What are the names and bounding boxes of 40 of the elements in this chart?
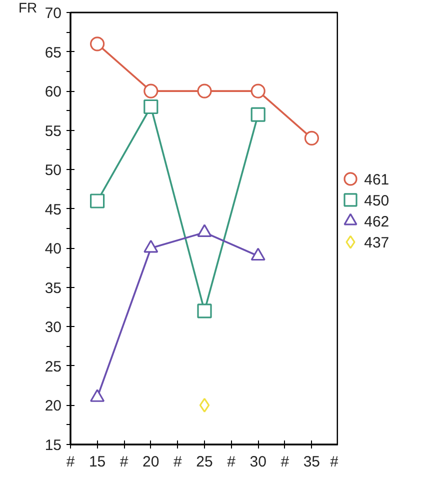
x-tick-label: 15 [88,454,106,470]
point [250,84,266,98]
y-tick-label: 60 [44,84,62,101]
y-tick-label: 30 [44,319,62,336]
legend-label: 462 [364,213,390,230]
y-tick-label: 35 [44,280,62,297]
x-tick-label: # [227,454,236,470]
point [197,84,212,98]
y-tick-label: 15 [44,437,62,454]
x-tick-label: # [66,454,76,470]
y-tick-label: 50 [44,162,62,180]
point [197,224,212,237]
point [144,240,158,253]
x-tick-label: 20 [142,454,160,470]
x-tick-label: 25 [196,454,213,470]
y-tick-label: 55 [44,122,62,140]
point [144,99,158,114]
x-tick-label: # [120,454,129,470]
y-tick-label: 40 [44,240,62,258]
y-axis-title: FR [18,0,38,16]
point [90,389,105,402]
point [144,84,158,98]
y-tick-label: 45 [44,201,62,218]
legend-label: 450 [364,192,390,210]
x-tick-label: 35 [303,454,320,470]
point [250,248,266,261]
x-tick-label: 30 [250,454,266,470]
point [250,107,266,122]
point [90,36,105,52]
y-tick-label: 20 [44,398,62,415]
point [90,194,105,208]
y-tick-label: 25 [44,358,62,376]
point [304,130,319,146]
x-tick-label: # [280,454,290,470]
x-tick-label: # [174,454,183,470]
legend-label: 437 [364,234,390,252]
y-tick-label: 70 [44,5,62,22]
legend-label: 461 [364,171,390,188]
y-tick-label: 65 [44,44,62,62]
point [197,304,212,318]
